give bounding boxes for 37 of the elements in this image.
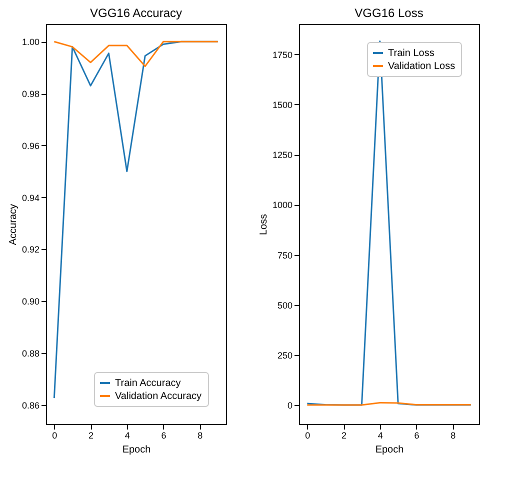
x-tick-label: 2 <box>342 430 347 440</box>
x-tick-label: 4 <box>124 430 130 440</box>
y-axis-title: Loss <box>258 214 270 236</box>
y-tick-label: 1250 <box>272 150 292 160</box>
y-tick-label: 0.88 <box>22 348 40 358</box>
legend-label: Train Loss <box>388 48 434 59</box>
y-tick-label: 250 <box>277 350 292 361</box>
y-tick-label: 0.92 <box>22 244 40 255</box>
x-tick-label: 8 <box>198 430 203 440</box>
legend-label: Validation Accuracy <box>115 391 202 402</box>
chart-title: VGG16 Loss <box>354 6 424 20</box>
x-tick-label: 0 <box>305 430 310 440</box>
y-tick-label: 1500 <box>272 100 292 110</box>
y-tick-label: 0.86 <box>22 400 40 410</box>
x-tick-label: 6 <box>414 430 420 440</box>
y-tick-label: 1750 <box>272 50 292 60</box>
legend-label: Train Accuracy <box>115 378 181 389</box>
y-tick-label: 750 <box>277 250 292 260</box>
y-tick-label: 0.98 <box>22 89 40 100</box>
x-tick-label: 4 <box>378 430 383 440</box>
line-series <box>53 40 219 68</box>
legend-label: Validation Loss <box>388 61 456 72</box>
y-tick-label: 500 <box>277 300 292 310</box>
x-tick-label: 6 <box>161 430 166 440</box>
x-tick-label: 0 <box>52 430 58 440</box>
x-tick-label: 2 <box>88 430 94 440</box>
y-tick-label: 1.00 <box>22 37 40 48</box>
x-axis-title: Epoch <box>122 444 151 456</box>
x-axis-title: Epoch <box>375 444 404 456</box>
chart-title: VGG16 Accuracy <box>90 6 182 20</box>
y-axis-title: Accuracy <box>8 204 19 246</box>
y-tick-label: 0.90 <box>22 296 40 307</box>
y-tick-label: 0.96 <box>22 140 40 151</box>
x-tick-label: 8 <box>450 430 456 440</box>
y-tick-label: 0 <box>287 400 292 411</box>
y-tick-label: 0.94 <box>22 192 40 203</box>
y-tick-label: 1000 <box>272 200 292 210</box>
